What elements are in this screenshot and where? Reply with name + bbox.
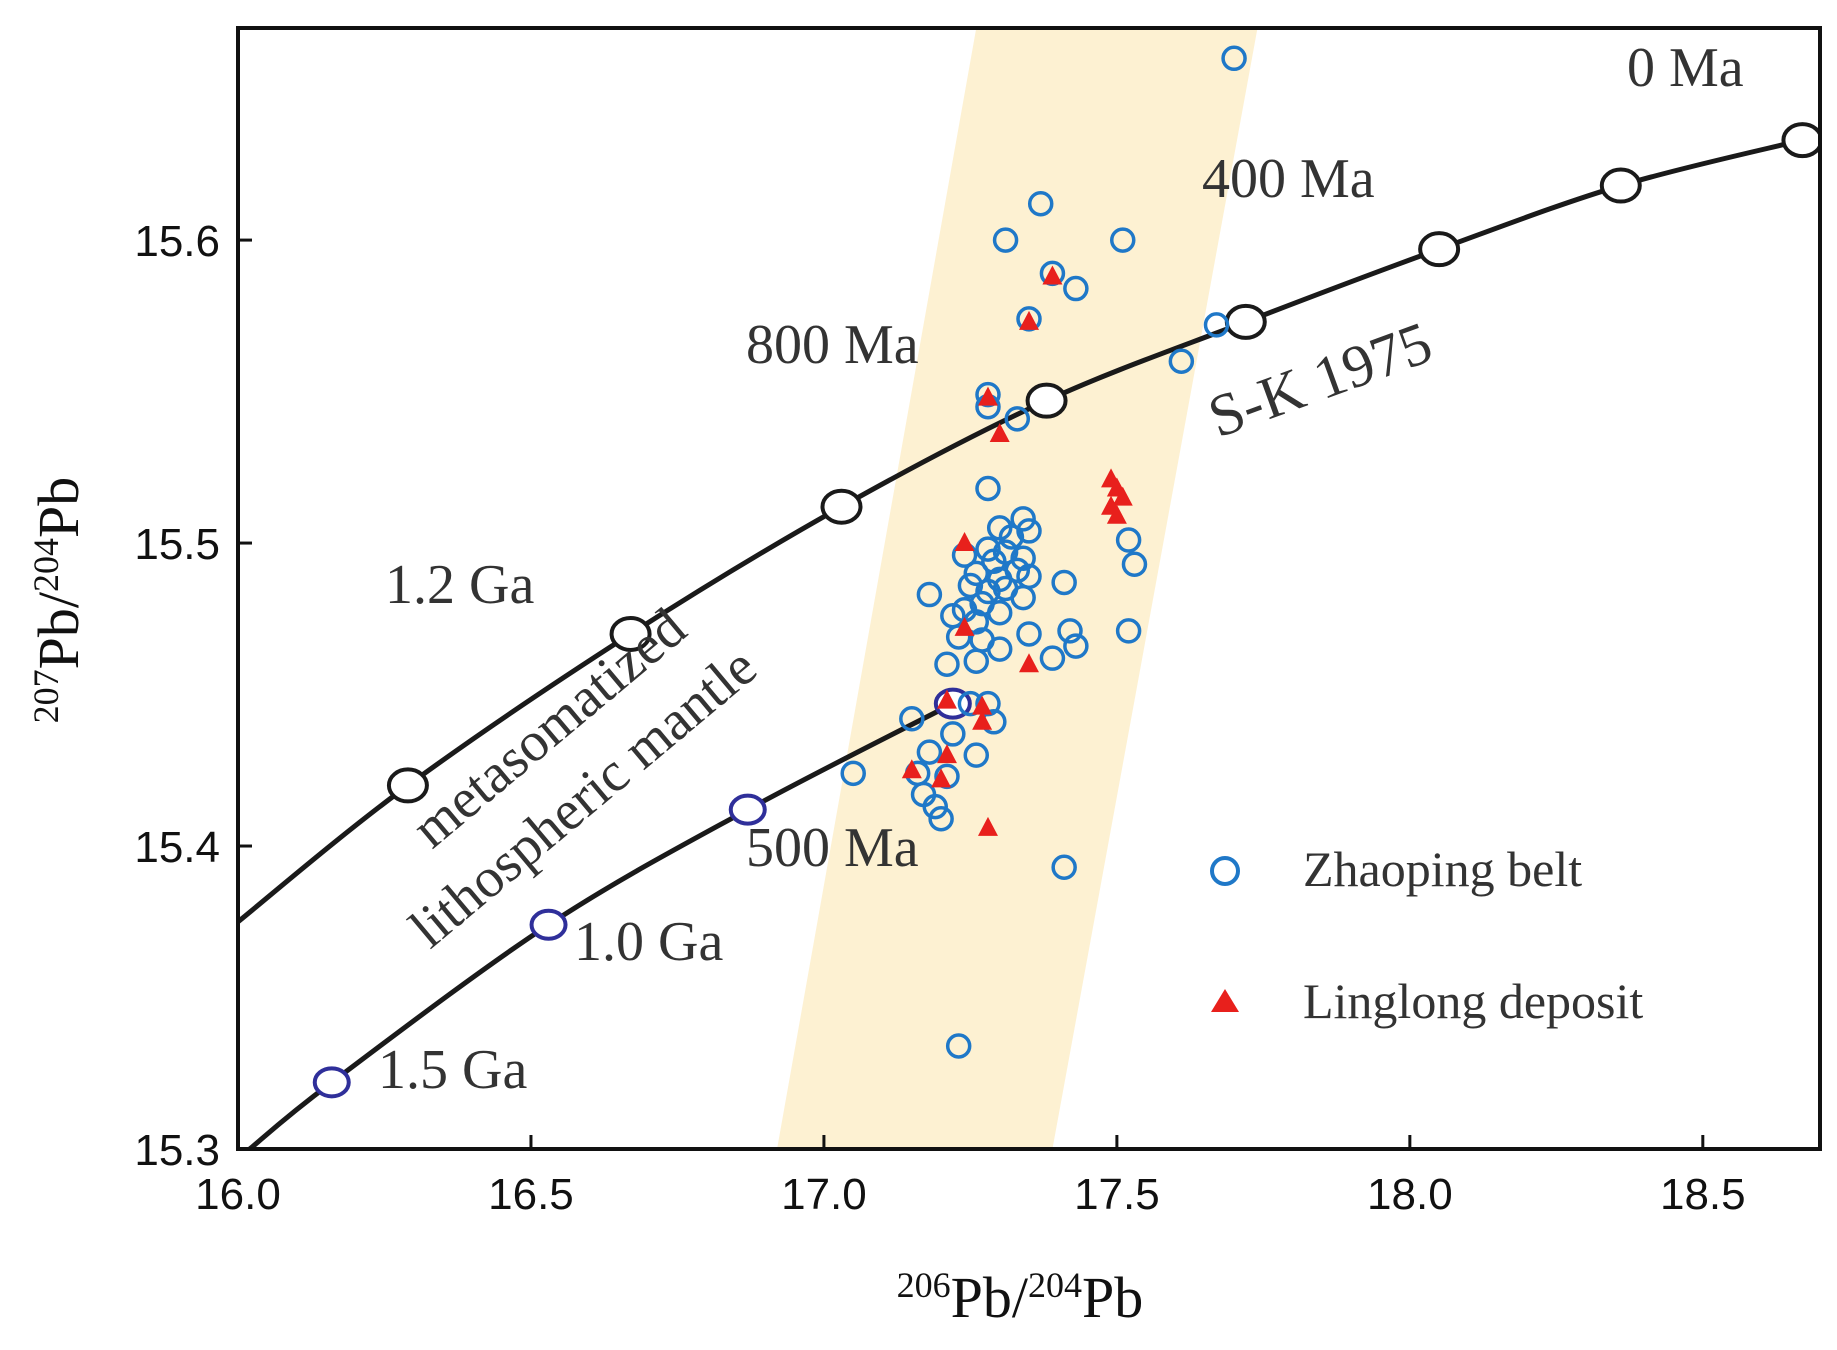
x-tick-label: 16.0 [195,1170,281,1219]
linglong-point [901,759,922,779]
label-0-ma: 0 Ma [1627,37,1744,99]
zhaoping-point [1203,312,1230,338]
plot-frame [236,26,1822,1151]
zhaoping-point [1115,527,1142,553]
label-500-ma: 500 Ma [746,817,919,879]
legend: Zhaoping belt Linglong deposit [1210,841,1643,1029]
y-tick-label: 15.6 [134,217,220,266]
y-tick-label: 15.3 [134,1126,220,1175]
zhaoping-point [963,742,990,768]
zhaoping-point [940,721,966,747]
zhaoping-point [963,560,990,587]
zhaoping-point [934,651,960,677]
zhaoping-point [928,806,954,832]
zhaoping-point [957,572,984,599]
zhaoping-point [1109,227,1136,253]
zhaoping-point [992,227,1019,253]
zhaoping-point [1168,348,1195,375]
zhaoping-point [1004,406,1031,432]
zhaoping-point [1057,618,1083,644]
x-axis-ticks: 16.0 16.5 17.0 17.5 18.0 18.5 [195,1135,1746,1219]
zhaoping-point [1039,645,1066,671]
x-tick-label: 18.5 [1660,1170,1746,1219]
linglong-point [977,816,998,836]
linglong-point [1019,653,1039,673]
linglong-point [1019,310,1039,330]
zhaoping-point [963,648,990,674]
linglong-point [1042,265,1063,285]
age-node [386,767,429,804]
y-axis-ticks: 15.3 15.4 15.5 15.6 [134,217,252,1175]
linglong-point [936,744,957,764]
zhaoping-point [1063,275,1089,302]
zhaoping-point [899,706,925,732]
zhaoping-point [986,599,1013,626]
sk1975-growth-curve [238,137,1804,924]
x-tick-label: 18.0 [1367,1170,1453,1219]
zhaoping-point [945,1033,972,1059]
x-tick-label: 17.5 [1074,1170,1160,1219]
zhaoping-point [975,578,1001,605]
zhaoping-point [975,536,1001,562]
label-800-ma: 800 Ma [746,314,919,376]
zhaoping-belt-points [840,45,1247,1059]
zhaoping-point [1115,618,1142,644]
age-node [1224,303,1267,340]
y-tick-label: 15.5 [134,520,220,569]
age-node [609,615,652,652]
linglong-point [954,616,975,636]
sk1975-age-nodes [386,122,1820,804]
zhaoping-point [945,624,972,650]
age-node [728,793,767,826]
age-node [820,488,863,525]
legend-marker-zhaoping [1210,856,1240,886]
zhaoping-point [916,739,943,765]
x-axis-title: 206Pb/204Pb [897,1265,1144,1330]
zhaoping-point [1051,854,1077,880]
zhaoping-point [1016,518,1042,544]
zhaoping-point [922,793,949,820]
y-axis-title: 207Pb/204Pb [26,477,91,724]
linglong-deposit-points [901,265,1133,836]
linglong-point [989,422,1010,442]
label-400-ma: 400 Ma [1202,148,1375,210]
age-node [1599,167,1642,204]
age-node [1025,382,1068,419]
zhaoping-point [1010,506,1036,532]
zhaoping-point [998,524,1025,550]
legend-label-zhaoping: Zhaoping belt [1303,841,1582,897]
zhaoping-point [1121,551,1148,578]
linglong-point [954,532,975,552]
linglong-point [1106,504,1127,524]
linglong-point [972,710,993,730]
linglong-point [972,695,993,715]
age-node [312,1066,351,1099]
label-1-5-ga: 1.5 Ga [378,1039,527,1101]
x-tick-label: 16.5 [488,1170,574,1219]
zhaoping-point [1221,45,1247,72]
linglong-point [936,689,957,709]
y-tick-label: 15.4 [134,823,220,872]
x-tick-label: 17.0 [781,1170,867,1219]
linglong-point [931,768,952,788]
zhaoping-point [1027,190,1054,217]
legend-label-linglong: Linglong deposit [1303,973,1643,1029]
label-1-0-ga: 1.0 Ga [574,911,723,973]
zhaoping-point [1063,633,1089,659]
zhaoping-point [916,581,943,608]
label-1-2-ga: 1.2 Ga [385,554,534,616]
zhaoping-point [975,475,1001,502]
age-node [1781,122,1820,159]
linglong-point [1112,486,1133,506]
zhaoping-point [840,760,866,787]
legend-marker-linglong [1211,989,1239,1012]
zhaoping-point [1016,621,1042,647]
age-node [529,908,568,941]
linglong-point [977,386,998,406]
zhaoping-point [986,636,1013,662]
age-node [1418,231,1461,268]
zhaoping-point [1051,569,1077,596]
zhaoping-point [1010,584,1036,611]
